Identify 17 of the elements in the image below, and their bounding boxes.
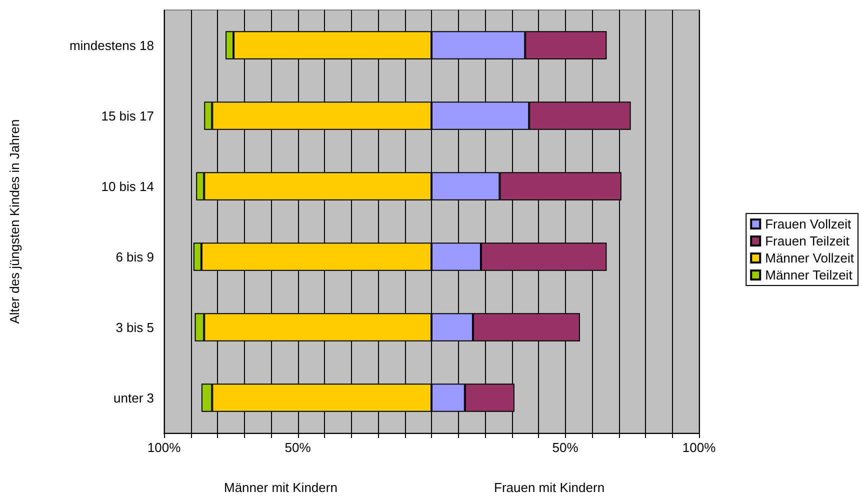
legend-label: Männer Teilzeit — [765, 268, 853, 282]
x-tick-label: 50% — [284, 440, 312, 455]
legend-label: Frauen Teilzeit — [765, 234, 850, 248]
x-tick-label: 50% — [552, 440, 579, 455]
y-tick-label: 10 bis 14 — [101, 178, 154, 194]
x-tick-label: 100% — [147, 440, 182, 455]
y-tick-label: 3 bis 5 — [116, 320, 154, 335]
legend-label: Männer Vollzeit — [765, 250, 854, 266]
y-tick-label: mindestens 18 — [69, 38, 154, 53]
y-tick-label: unter 3 — [114, 390, 154, 406]
y-tick-label: 15 bis 17 — [101, 108, 154, 124]
text: Männer mit Kindern — [224, 480, 338, 495]
legend-label: Frauen Vollzeit — [765, 216, 852, 232]
text: Frauen mit Kindern — [494, 480, 605, 495]
y-axis-title: Alter des jüngsten Kindes in Jahren — [7, 119, 22, 324]
x-tick-label: 100% — [682, 440, 716, 455]
y-tick-label: 6 bis 9 — [116, 249, 154, 264]
